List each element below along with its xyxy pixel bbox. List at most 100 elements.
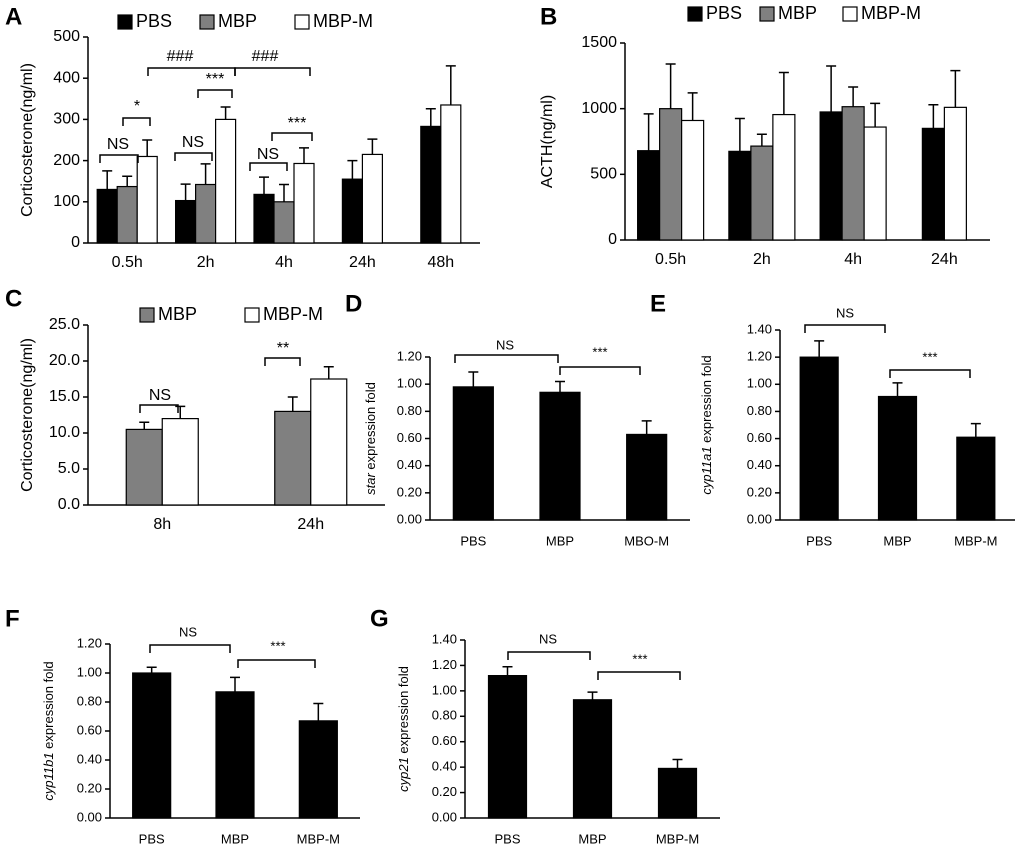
bar: [215, 118, 237, 244]
x-tick-label: MBP-M: [656, 831, 699, 846]
error-bar: [259, 176, 269, 195]
x-tick-label: MBP-M: [954, 533, 997, 548]
bar: [132, 672, 172, 819]
y-tick-label: 1.00: [77, 664, 102, 679]
y-axis-label-gene: star: [363, 473, 378, 495]
y-tick-label: 0.40: [77, 751, 102, 766]
y-tick-label: 0.20: [77, 780, 102, 795]
y-axis-label: Corticosterone(ng/ml): [19, 63, 36, 217]
legend-swatch: [139, 307, 155, 323]
y-tick-label: 0.20: [397, 484, 422, 499]
significance-bracket: [804, 324, 886, 333]
significance-bracket: [559, 366, 641, 375]
legend-swatch: [199, 14, 215, 30]
significance-bracket: [889, 369, 971, 378]
y-axis-label: cyp21 expression fold: [396, 666, 411, 792]
panel-letter: E: [650, 290, 666, 317]
significance-label: NS: [257, 146, 279, 163]
bar: [487, 674, 528, 819]
y-tick-label: 1.20: [432, 657, 457, 672]
significance-label: **: [277, 340, 289, 357]
y-tick-label: 0.60: [77, 722, 102, 737]
significance-label: NS: [149, 387, 171, 404]
y-tick-label: 1.40: [432, 631, 457, 646]
y-tick-label: 0.60: [397, 430, 422, 445]
y-tick-label: 0.60: [432, 733, 457, 748]
x-tick-label: 24h: [931, 251, 958, 268]
significance-label: ###: [167, 48, 194, 65]
bar: [116, 185, 138, 244]
y-tick-label: 0.60: [747, 430, 772, 445]
y-tick-label: 1.40: [747, 321, 772, 336]
y-axis-label-text: expression fold: [699, 355, 714, 442]
panel-letter: F: [5, 605, 20, 632]
y-tick-label: 1.20: [397, 348, 422, 363]
bar: [361, 153, 383, 244]
significance-label: NS: [539, 631, 557, 646]
y-tick-label: 0.20: [747, 484, 772, 499]
significance-bracket: [271, 132, 313, 141]
bar: [161, 418, 199, 506]
error-bar: [848, 86, 859, 107]
significance-label: NS: [179, 624, 197, 639]
y-tick-label: 0.80: [432, 708, 457, 723]
bar: [943, 106, 967, 241]
legend-label: MBP: [778, 3, 817, 23]
significance-bracket: [234, 67, 311, 76]
legend-swatch: [294, 14, 310, 30]
bar: [841, 106, 865, 241]
significance-label: ***: [206, 71, 225, 88]
legend-label: MBP: [158, 304, 197, 324]
y-tick-label: 300: [53, 111, 80, 128]
error-bar: [665, 63, 676, 109]
error-bar: [970, 422, 981, 438]
bar: [215, 691, 255, 819]
error-bar: [220, 106, 231, 120]
bar: [637, 150, 661, 241]
bar: [956, 436, 996, 521]
error-bar: [928, 103, 939, 129]
y-tick-label: 1500: [581, 34, 617, 51]
bar: [750, 145, 774, 241]
error-bar: [950, 69, 961, 108]
significance-bracket: [139, 404, 179, 413]
bar: [293, 162, 315, 244]
error-bar: [287, 396, 298, 412]
significance-label: NS: [182, 134, 204, 151]
y-tick-label: 0: [608, 231, 617, 248]
y-tick-label: 15.0: [49, 388, 80, 405]
y-tick-label: 0.20: [432, 784, 457, 799]
error-bar: [313, 702, 324, 721]
y-tick-label: 1.20: [77, 635, 102, 650]
error-bar: [142, 139, 153, 157]
error-bar: [641, 420, 652, 435]
y-axis-label-text: ACTH(ng/ml): [539, 95, 556, 188]
error-bar: [175, 405, 186, 419]
y-tick-label: 0.80: [77, 693, 102, 708]
y-tick-label: 0.00: [747, 511, 772, 526]
significance-bracket: [264, 357, 301, 366]
y-tick-label: 1000: [581, 100, 617, 117]
significance-label: NS: [107, 136, 129, 153]
significance-label: ***: [592, 344, 607, 359]
bar: [772, 113, 796, 241]
x-tick-label: MBP: [883, 533, 911, 548]
bar: [420, 125, 442, 244]
bar: [728, 150, 752, 241]
legend-swatch: [244, 307, 260, 323]
x-tick-label: 2h: [197, 254, 215, 271]
y-tick-label: 0.80: [747, 403, 772, 418]
y-tick-label: 200: [53, 152, 80, 169]
error-bar: [672, 758, 683, 769]
y-axis-label-text: expression fold: [363, 382, 378, 469]
error-bar: [102, 170, 113, 190]
x-tick-label: MBP-M: [297, 831, 340, 846]
significance-label: ***: [632, 651, 647, 666]
y-tick-label: 1.20: [747, 349, 772, 364]
significance-bracket: [174, 152, 213, 161]
y-axis-label: cyp11a1 expression fold: [699, 355, 714, 494]
x-tick-label: 4h: [275, 254, 293, 271]
x-tick-label: PBS: [139, 831, 165, 846]
x-tick-label: 8h: [153, 516, 171, 533]
